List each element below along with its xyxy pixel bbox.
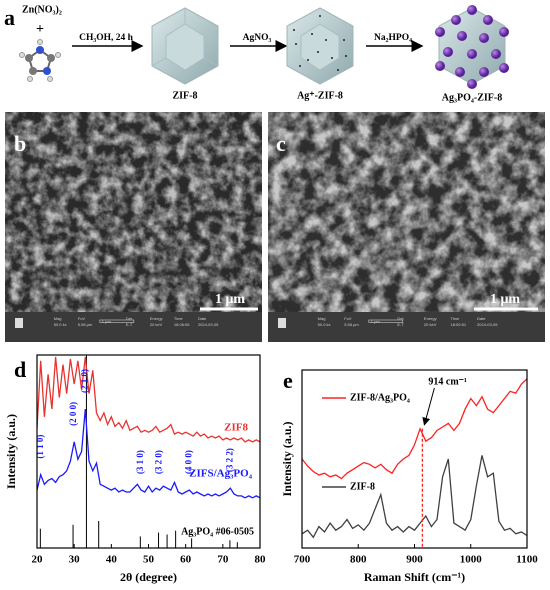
info-text: Mag bbox=[318, 316, 326, 321]
peak-label: (3 1 0) bbox=[135, 450, 145, 474]
info-text: 1 μm bbox=[371, 319, 381, 324]
series-line bbox=[302, 378, 527, 480]
info-bar bbox=[5, 312, 262, 342]
info-text: E-T bbox=[126, 322, 133, 327]
plot-d: d 20 30 40 50 60 70 80 2θ (degree) Intensity (a.u… bbox=[4, 354, 267, 584]
product: Ag⁺-ZIF-8 bbox=[297, 90, 343, 101]
x-tick-label: 20 bbox=[32, 554, 44, 566]
x-axis-label: 2θ (degree) bbox=[120, 570, 177, 584]
peak-label: (3 2 0) bbox=[154, 450, 164, 474]
marker-arrow bbox=[422, 387, 435, 426]
x-axis-label: Raman Shift (cm⁻¹) bbox=[364, 570, 465, 584]
info-text: FoV bbox=[78, 316, 86, 321]
legend-label: ZIF-8/Ag₃PO₄ bbox=[350, 392, 410, 403]
info-text: Time bbox=[450, 316, 460, 321]
reagent: Na₂HPO₄ bbox=[374, 33, 412, 43]
info-text: Date bbox=[198, 316, 207, 321]
series-line bbox=[302, 455, 527, 539]
reference-label: Ag₃PO₄ #06-0505 bbox=[181, 526, 254, 537]
info-text: 20 keV bbox=[424, 322, 437, 327]
x-tick-label: 1100 bbox=[516, 554, 538, 566]
info-text: 5.58 μm bbox=[78, 322, 93, 327]
sem-texture bbox=[5, 112, 262, 312]
info-text: Energy bbox=[424, 316, 437, 321]
info-icon bbox=[278, 318, 286, 328]
reagent: AgNO₃ bbox=[243, 33, 272, 43]
series-line bbox=[37, 408, 260, 499]
plot-frame bbox=[301, 369, 528, 549]
peak-label: (2 0 0) bbox=[68, 402, 78, 426]
panel-a: a Zn(NO₃)₂ + CH₃OH, 24 h ZIF-8 AgNO₃ bbox=[4, 4, 509, 103]
info-text: 18:06:06 bbox=[174, 322, 190, 327]
x-tick-label: 800 bbox=[350, 554, 367, 566]
x-tick-label: 60 bbox=[180, 554, 192, 566]
panel-label: c bbox=[276, 131, 286, 156]
peak-label: (1 1 0) bbox=[35, 435, 45, 459]
x-tick-label: 1000 bbox=[460, 554, 483, 566]
x-tick-label: 50 bbox=[143, 554, 155, 566]
info-scale bbox=[368, 319, 404, 323]
product: Ag₃PO₄-ZIF-8 bbox=[442, 92, 502, 103]
plots: d 20 30 40 50 60 70 80 2θ (degree) Intensity (a.u… bbox=[4, 354, 538, 584]
legend-label: ZIFS/Ag₃PO₄ bbox=[189, 467, 253, 479]
info-text: Energy bbox=[150, 316, 163, 321]
info-text: 2024-03-05 bbox=[477, 322, 498, 327]
info-text: 18:00:51 bbox=[450, 322, 466, 327]
info-bar bbox=[268, 312, 545, 342]
zif8-crystal bbox=[151, 7, 219, 85]
reagent: CH₃OH, 24 h bbox=[79, 33, 134, 43]
panel-label: e bbox=[283, 368, 293, 393]
plot-e: e 700 800 900 1000 1100 Raman Shift (cm⁻¹) Inte… bbox=[280, 368, 538, 584]
info-text: FoV bbox=[344, 316, 352, 321]
x-tick-label: 900 bbox=[406, 554, 423, 566]
x-tick-label: 700 bbox=[294, 554, 311, 566]
info-text: 50.0 kx bbox=[318, 322, 331, 327]
marker-label: 914 cm⁻¹ bbox=[428, 376, 467, 387]
reactant: Zn(NO₃)₂ bbox=[22, 4, 62, 15]
ag3po4-zif8-crystal bbox=[435, 5, 509, 89]
info-text: 1 μm bbox=[102, 319, 112, 324]
x-tick-label: 80 bbox=[255, 554, 267, 566]
legend-label: ZIF8 bbox=[224, 421, 248, 433]
x-tick-label: 40 bbox=[106, 554, 118, 566]
info-text: Mag bbox=[54, 316, 62, 321]
peak-label: (2 1 0) bbox=[79, 369, 89, 393]
info-icon bbox=[15, 318, 23, 328]
x-tick-label: 30 bbox=[69, 554, 81, 566]
scale-bar-label: 1 μm bbox=[215, 292, 245, 307]
sem-texture bbox=[268, 112, 545, 312]
y-axis-label: Intensity (a.u.) bbox=[4, 414, 18, 489]
imidazole-molecule bbox=[19, 39, 61, 82]
info-scale bbox=[99, 319, 135, 323]
legend-label: ZIF-8 bbox=[350, 481, 375, 492]
panel-label: d bbox=[14, 357, 26, 382]
info-text: 50.0 kx bbox=[54, 322, 67, 327]
plot-frame bbox=[36, 354, 261, 549]
panel-label: b bbox=[14, 131, 26, 156]
panel-label: a bbox=[4, 5, 15, 30]
scale-bar-label: 1 μm bbox=[490, 292, 520, 307]
info-text: Det bbox=[397, 316, 404, 321]
info-text: Det bbox=[126, 316, 133, 321]
peak-label: (3 2 2) bbox=[224, 448, 234, 472]
series-line bbox=[37, 356, 260, 443]
info-text: Date bbox=[477, 316, 486, 321]
y-axis-label: Intensity (a.u.) bbox=[280, 421, 294, 496]
info-text: E-T bbox=[397, 322, 404, 327]
ag-zif8-crystal bbox=[286, 7, 354, 85]
peak-label: (4 0 0) bbox=[183, 450, 193, 474]
info-text: 5.58 μm bbox=[344, 322, 359, 327]
x-tick-label: 70 bbox=[217, 554, 229, 566]
plus: + bbox=[36, 22, 44, 37]
info-text: 2024-03-05 bbox=[198, 322, 219, 327]
info-text: Time bbox=[174, 316, 184, 321]
product: ZIF-8 bbox=[173, 90, 198, 101]
info-text: 20 keV bbox=[150, 322, 163, 327]
